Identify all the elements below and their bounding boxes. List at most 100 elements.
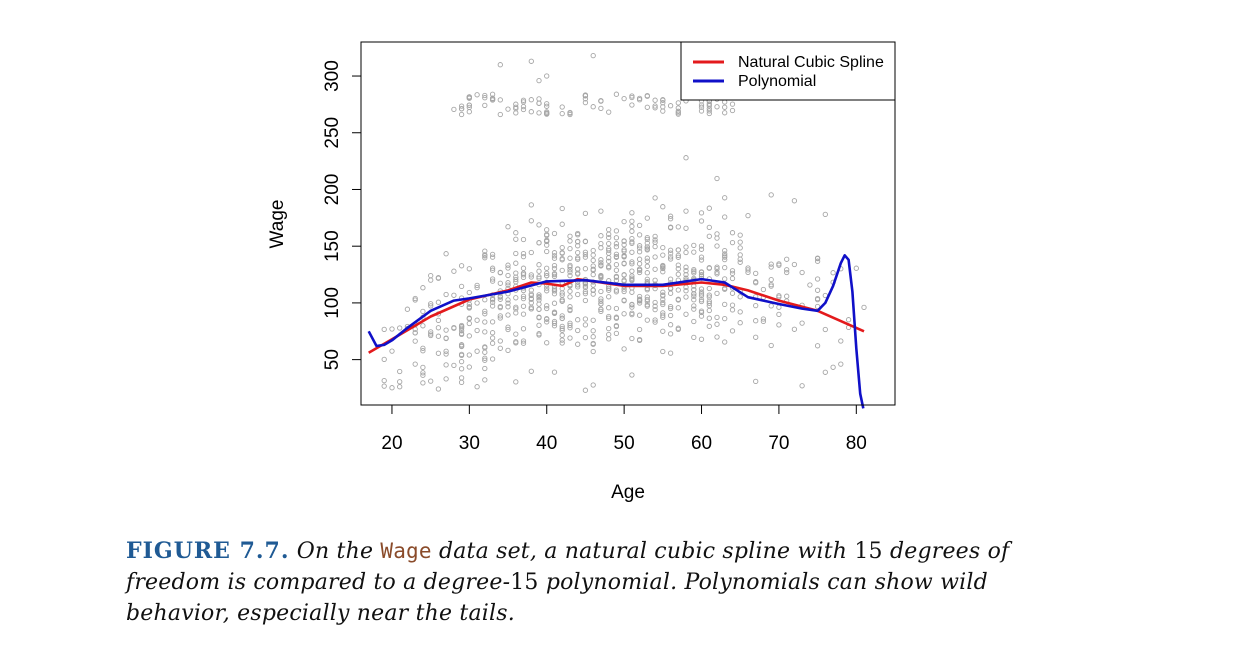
data-point bbox=[683, 294, 689, 300]
data-point bbox=[505, 106, 511, 112]
data-point bbox=[551, 250, 558, 256]
data-point bbox=[636, 266, 643, 272]
data-point bbox=[729, 307, 736, 313]
data-point bbox=[814, 258, 821, 264]
data-point bbox=[667, 303, 674, 310]
data-point bbox=[513, 276, 519, 283]
data-point bbox=[621, 218, 627, 225]
data-point bbox=[706, 110, 712, 117]
data-point bbox=[567, 233, 573, 239]
data-point bbox=[528, 295, 534, 302]
data-point bbox=[768, 264, 774, 270]
y-tick-label: 250 bbox=[322, 117, 343, 149]
data-point bbox=[466, 104, 472, 111]
data-point bbox=[729, 230, 736, 236]
data-point bbox=[753, 318, 759, 324]
data-point bbox=[544, 227, 550, 233]
data-point bbox=[729, 275, 736, 282]
data-point bbox=[582, 387, 589, 393]
data-point bbox=[420, 348, 426, 354]
data-point bbox=[698, 308, 705, 314]
data-point bbox=[458, 283, 465, 290]
data-point bbox=[675, 262, 681, 268]
caption-text-4: polynomial. Polynomials can show wild be… bbox=[126, 570, 988, 626]
data-point bbox=[652, 97, 658, 103]
data-point bbox=[791, 326, 798, 332]
data-point bbox=[598, 208, 604, 214]
data-point bbox=[729, 328, 736, 334]
data-point bbox=[606, 255, 612, 261]
data-point bbox=[443, 327, 449, 333]
data-point bbox=[737, 294, 743, 300]
data-point bbox=[629, 240, 635, 247]
data-point bbox=[489, 276, 496, 282]
y-tick-label: 150 bbox=[322, 230, 343, 262]
data-point bbox=[497, 313, 503, 319]
data-point bbox=[420, 380, 426, 386]
data-point bbox=[838, 338, 844, 344]
data-point bbox=[745, 269, 751, 276]
data-point bbox=[698, 272, 705, 278]
data-point bbox=[544, 305, 550, 312]
data-point bbox=[551, 323, 558, 329]
data-point bbox=[536, 110, 542, 116]
data-point bbox=[660, 104, 666, 110]
data-point bbox=[598, 306, 604, 313]
data-point bbox=[660, 299, 666, 306]
data-point bbox=[536, 262, 542, 268]
data-point bbox=[567, 262, 573, 269]
data-point bbox=[667, 331, 674, 337]
data-point bbox=[606, 245, 612, 252]
data-point bbox=[729, 290, 736, 296]
data-point bbox=[590, 334, 596, 340]
data-point bbox=[621, 311, 627, 317]
data-point bbox=[784, 269, 790, 276]
data-point bbox=[652, 303, 658, 309]
data-point bbox=[714, 231, 720, 237]
data-point bbox=[466, 289, 472, 296]
legend: Natural Cubic Spline Polynomial bbox=[680, 41, 896, 101]
data-point bbox=[590, 267, 596, 273]
data-point bbox=[629, 210, 635, 216]
data-point bbox=[636, 249, 643, 255]
data-point bbox=[520, 97, 527, 103]
data-point bbox=[389, 326, 395, 332]
data-point bbox=[636, 245, 643, 251]
data-point bbox=[489, 319, 496, 325]
data-point bbox=[497, 304, 503, 311]
data-point bbox=[443, 335, 449, 341]
data-point bbox=[458, 343, 465, 350]
data-point bbox=[698, 210, 705, 216]
data-point bbox=[428, 277, 434, 283]
data-point bbox=[497, 296, 503, 302]
data-point bbox=[698, 297, 705, 303]
data-point bbox=[397, 325, 403, 331]
data-point bbox=[644, 246, 650, 252]
data-point bbox=[613, 323, 620, 330]
data-point bbox=[458, 379, 465, 386]
data-point bbox=[652, 266, 658, 272]
data-point bbox=[606, 315, 612, 321]
data-point bbox=[505, 272, 511, 279]
data-point bbox=[691, 266, 697, 273]
data-point bbox=[520, 293, 527, 299]
data-point bbox=[474, 284, 480, 291]
data-point bbox=[683, 155, 689, 161]
data-point bbox=[768, 276, 774, 283]
data-point bbox=[714, 175, 720, 182]
data-point bbox=[435, 333, 442, 339]
data-point bbox=[505, 280, 511, 286]
data-point bbox=[629, 218, 635, 224]
data-point bbox=[652, 319, 658, 325]
data-point bbox=[513, 306, 519, 312]
data-point bbox=[722, 195, 728, 201]
data-point bbox=[598, 288, 604, 295]
data-point bbox=[636, 269, 643, 276]
data-point bbox=[636, 312, 643, 318]
data-point bbox=[474, 327, 480, 334]
data-point bbox=[389, 348, 395, 354]
y-tick-label: 100 bbox=[322, 287, 343, 319]
x-axis: 20 30 40 50 60 70 80 bbox=[381, 404, 867, 454]
data-point bbox=[660, 204, 666, 210]
data-point bbox=[598, 240, 604, 247]
